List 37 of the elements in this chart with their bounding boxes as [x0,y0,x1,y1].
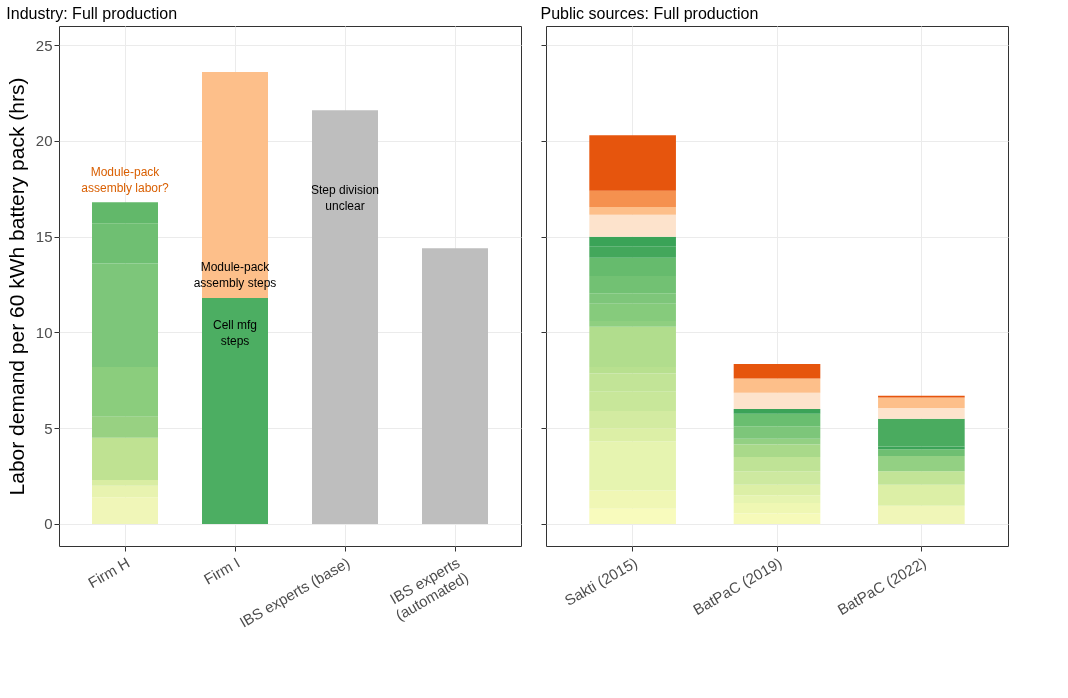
bar [733,456,821,472]
annotation: Module-pack assembly labor? [81,165,170,195]
bar [733,471,821,485]
bar [92,263,158,367]
x-tick-label: Firm I [200,553,243,588]
bar [589,190,676,207]
bar [589,135,676,191]
bar [733,413,821,427]
y-tick-label: 20 [35,132,53,150]
chart-title: Industry: Full production [6,5,178,22]
y-axis-title: Labor demand per 60 kWh battery pack (hrs) [4,77,28,496]
bar [878,505,965,524]
bar [878,449,965,456]
y-tick-label: 15 [35,228,53,246]
bar [202,297,268,524]
bar [589,214,676,237]
bar [92,437,158,480]
annotation: Cell mfg steps [212,318,258,348]
y-tick-label: 25 [35,36,53,54]
bar [733,444,821,457]
annotation: Step division unclear [310,183,380,213]
y-tick-label: 0 [44,515,53,533]
bar [312,110,378,524]
chart-title: Public sources: Full production [540,5,759,22]
bar [422,248,488,524]
bar [589,206,676,215]
bar [733,426,821,439]
y-tick-label: 10 [35,323,53,341]
bar [92,202,158,224]
bar [878,418,965,447]
x-tick-label: Firm H [85,553,133,591]
bar [92,223,158,264]
annotation: Module-pack assembly steps [193,260,277,290]
y-tick-label: 5 [44,419,53,437]
bar [92,479,158,486]
bar [92,366,158,417]
bar [92,416,158,438]
